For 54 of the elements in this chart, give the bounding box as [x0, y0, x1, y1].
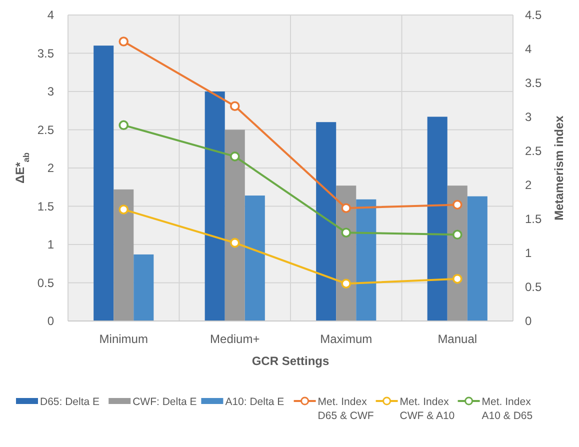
y-tick-label: 3: [47, 84, 54, 99]
y-tick-label: 2.5: [37, 122, 54, 137]
x-tick-label: Manual: [438, 332, 478, 346]
point: [341, 278, 352, 288]
x-tick-label: Minimum: [99, 332, 148, 346]
legend-label: Met. Index D65 & CWF: [318, 396, 374, 422]
y2-axis-title: Metamerism index: [552, 115, 566, 220]
y-tick-label: 3.5: [37, 46, 54, 60]
bar: [467, 196, 488, 321]
x-tick-label: Maximum: [320, 332, 372, 346]
point: [341, 203, 352, 214]
y2-tick-label: 1: [525, 246, 532, 260]
point: [118, 120, 129, 130]
point: [230, 238, 240, 248]
y-tick-label: 0: [47, 314, 54, 328]
bar: [134, 254, 154, 321]
point: [230, 152, 240, 162]
bar: [427, 116, 448, 321]
point: [341, 228, 352, 238]
point: [118, 204, 129, 214]
y2-tick-label: 2: [525, 178, 532, 192]
y2-tick-label: 0: [525, 314, 532, 328]
y-tick-label: 4: [47, 8, 54, 22]
y2-tick-label: 3.5: [525, 76, 542, 90]
x-axis-title: GCR Settings: [252, 354, 330, 368]
bar: [336, 186, 356, 321]
y2-tick-label: 0.5: [525, 280, 542, 294]
bar: [224, 130, 245, 321]
legend-label: Met. Index CWF & A10: [400, 396, 455, 422]
point: [230, 101, 240, 112]
legend-label: CWF: Delta E: [132, 396, 197, 408]
bar: [244, 196, 265, 321]
bar: [94, 46, 114, 321]
point: [452, 200, 462, 210]
y2-tick-label: 4: [525, 42, 532, 56]
point: [118, 36, 129, 46]
y2-tick-label: 1.5: [525, 212, 542, 226]
bar: [204, 92, 225, 321]
legend-label: D65: Delta E: [40, 396, 100, 408]
point: [452, 230, 462, 240]
y-tick-label: 0.5: [37, 276, 54, 290]
y2-tick-label: 4.5: [525, 8, 542, 22]
y2-tick-label: 2.5: [525, 144, 542, 158]
bar: [316, 122, 336, 321]
y-tick-label: 2: [47, 161, 54, 176]
y-tick-label: 1: [47, 238, 54, 252]
y2-tick-label: 3: [525, 110, 532, 124]
legend-label: Met. Index A10 & D65: [482, 396, 533, 422]
bar: [356, 199, 376, 321]
point: [452, 274, 462, 284]
legend-label: A10: Delta E: [225, 396, 284, 408]
bar: [114, 189, 134, 321]
x-tick-label: Medium+: [210, 332, 260, 346]
y-tick-label: 1.5: [37, 199, 54, 214]
